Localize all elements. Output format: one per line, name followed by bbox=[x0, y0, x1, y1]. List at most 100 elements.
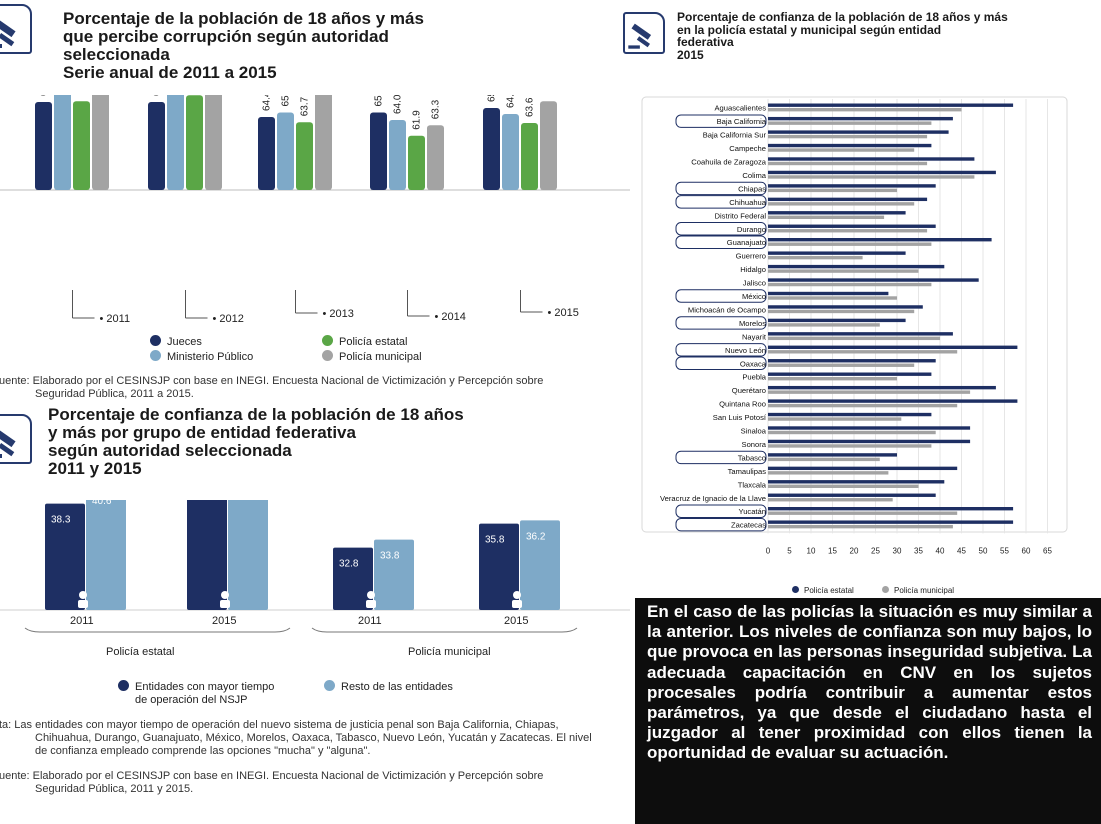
x-tick-label: • 2013 bbox=[323, 308, 354, 320]
bar bbox=[768, 116, 953, 121]
y-tick-label: Colima bbox=[742, 171, 766, 180]
bar bbox=[768, 493, 936, 497]
x-tick-label: 60 bbox=[1022, 546, 1031, 555]
y-tick-label: San Luis Potosí bbox=[713, 413, 767, 422]
gavel-icon bbox=[0, 4, 32, 54]
y-tick-label: Jalisco bbox=[743, 279, 766, 288]
chart3-legend: Policía estatal Policía municipal bbox=[792, 586, 1032, 595]
x-tick-label: 0 bbox=[766, 546, 771, 555]
bar bbox=[768, 412, 932, 417]
x-tick-label: 2011 bbox=[358, 615, 382, 627]
bar bbox=[768, 524, 953, 529]
bar bbox=[296, 122, 313, 190]
bar bbox=[768, 323, 880, 327]
person-icon bbox=[402, 282, 413, 290]
legend-label: de operación del NSJP bbox=[135, 694, 248, 706]
highlight-box bbox=[675, 343, 767, 357]
bar bbox=[768, 377, 897, 381]
x-tick-label: 10 bbox=[807, 546, 816, 555]
y-tick-label: Sonora bbox=[742, 440, 767, 449]
legend-swatch bbox=[150, 335, 161, 346]
gavel-icon bbox=[623, 12, 665, 54]
y-tick-label: Oaxaca bbox=[740, 359, 767, 368]
gavel-icon bbox=[0, 414, 32, 464]
person-icon bbox=[366, 600, 376, 608]
data-label: 63.7 bbox=[300, 96, 311, 116]
y-tick-label: Guanajuato bbox=[727, 238, 766, 247]
data-label: 64.8 bbox=[506, 95, 517, 108]
bar bbox=[768, 269, 919, 273]
legend-swatch bbox=[322, 335, 333, 346]
bar bbox=[228, 500, 268, 610]
data-label: 33.8 bbox=[380, 551, 400, 562]
y-tick-label: Puebla bbox=[742, 373, 766, 382]
bar bbox=[768, 282, 932, 287]
bar bbox=[768, 188, 897, 193]
x-tick-label: 20 bbox=[850, 546, 859, 555]
bar bbox=[768, 318, 906, 323]
x-tick-label: 2015 bbox=[504, 615, 528, 627]
highlight-box bbox=[675, 195, 767, 209]
legend-label: Policía estatal bbox=[804, 586, 854, 595]
legend-label: Policía municipal bbox=[339, 351, 422, 363]
chart3-plot: 0 5 10 15 20 25 30 35 40 45 50 55 60 65 Aguascalientes… bbox=[641, 96, 1068, 555]
bar bbox=[768, 498, 893, 502]
bar bbox=[389, 120, 406, 190]
bar bbox=[540, 101, 557, 190]
legend-swatch bbox=[322, 350, 333, 361]
bar bbox=[768, 350, 958, 354]
bar bbox=[768, 471, 889, 475]
y-tick-label: Baja California bbox=[717, 117, 767, 126]
person-icon bbox=[181, 273, 190, 281]
x-tick-label: 50 bbox=[979, 546, 988, 555]
y-tick-label: Morelos bbox=[739, 319, 766, 328]
highlight-box bbox=[675, 181, 767, 196]
bar bbox=[768, 170, 996, 175]
person-icon bbox=[180, 282, 191, 290]
bar bbox=[54, 95, 71, 190]
bar bbox=[768, 255, 863, 260]
legend-swatch bbox=[792, 586, 799, 593]
bar bbox=[333, 547, 373, 610]
y-tick-label: Tamaulipas bbox=[728, 467, 767, 476]
data-label: 63.3 bbox=[431, 99, 442, 119]
highlight-box bbox=[675, 450, 767, 465]
bar bbox=[768, 439, 971, 444]
data-label: 65.6 bbox=[487, 95, 498, 102]
highlight-box bbox=[675, 289, 767, 303]
bar bbox=[768, 211, 906, 215]
y-tick-label: Nuevo León bbox=[725, 346, 766, 355]
bar bbox=[768, 372, 932, 376]
person-icon bbox=[516, 273, 525, 281]
chart2-source: uente: Elaborado por el CESINSJP con bas… bbox=[0, 770, 544, 795]
bar bbox=[768, 309, 915, 314]
highlight-box bbox=[675, 222, 767, 236]
bar bbox=[768, 453, 897, 457]
person-icon bbox=[220, 600, 230, 608]
x-tick-label: 30 bbox=[893, 546, 902, 555]
y-tick-label: Durango bbox=[737, 225, 766, 234]
bar bbox=[768, 296, 897, 300]
bar bbox=[768, 305, 923, 309]
person-icon bbox=[68, 273, 77, 281]
bar bbox=[768, 336, 940, 341]
bar bbox=[73, 101, 90, 190]
y-tick-label: Tabasco bbox=[738, 453, 766, 462]
bar bbox=[768, 197, 928, 202]
x-tick-label: 45 bbox=[957, 546, 966, 555]
person-icon bbox=[367, 591, 375, 599]
bar bbox=[315, 95, 332, 190]
legend-swatch bbox=[324, 680, 335, 691]
x-tick-label: 35 bbox=[914, 546, 923, 555]
highlight-box bbox=[675, 504, 767, 518]
data-label: 35.8 bbox=[485, 535, 505, 546]
bar bbox=[768, 520, 1014, 524]
chart2-plot: 38.340.6201141.643.2201532.833.8201135.8… bbox=[0, 500, 630, 658]
bar bbox=[768, 157, 975, 161]
x-tick-label: • 2014 bbox=[435, 311, 466, 323]
legend-swatch bbox=[150, 350, 161, 361]
bar bbox=[768, 457, 880, 462]
legend-label: Resto de las entidades bbox=[341, 681, 453, 693]
chart3-title: Porcentaje de confianza de la población … bbox=[677, 10, 1008, 62]
data-label: 66.4 bbox=[152, 95, 163, 96]
